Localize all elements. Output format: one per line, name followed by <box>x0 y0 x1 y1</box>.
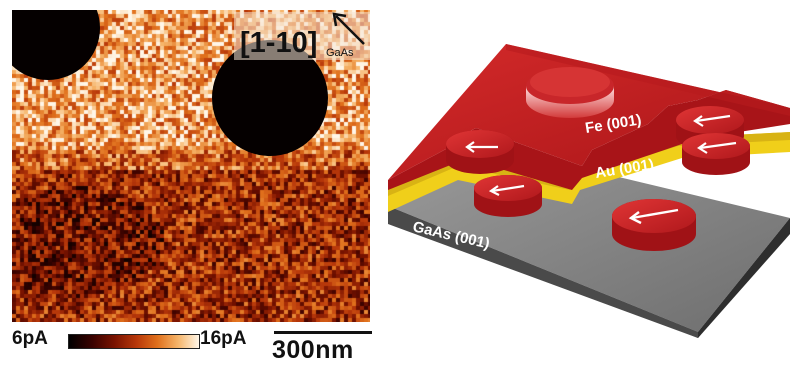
fe-disc-left-upper <box>446 130 514 174</box>
fe-disc-au-left <box>474 175 542 217</box>
dark-disk-right <box>212 40 328 156</box>
scale-bar-line <box>274 331 372 334</box>
fe-disc-gaas <box>612 199 696 251</box>
direction-label: [1-10] <box>240 27 317 59</box>
scale-row: 6pA 16pA 300nm <box>12 326 382 366</box>
layer-schematic: Fe (001) Au (001) GaAs (001) <box>388 44 790 338</box>
scale-bar-label: 300nm <box>272 336 354 364</box>
dark-disk-top-left <box>12 10 100 80</box>
fe-dome <box>526 67 614 118</box>
direction-label-backdrop <box>234 12 370 60</box>
colorbar <box>68 334 200 349</box>
current-map-panel: [1-10] GaAs <box>12 10 370 322</box>
direction-arrow-icon <box>332 12 365 45</box>
schematic-panel: Fe (001) Au (001) GaAs (001) <box>386 20 804 350</box>
fe-disc-au-right <box>682 133 750 175</box>
direction-subscript: GaAs <box>326 47 354 59</box>
current-map-overlay: [1-10] GaAs <box>12 10 370 156</box>
colorbar-min-label: 6pA <box>12 328 48 349</box>
colorbar-max-label: 16pA <box>200 328 247 349</box>
